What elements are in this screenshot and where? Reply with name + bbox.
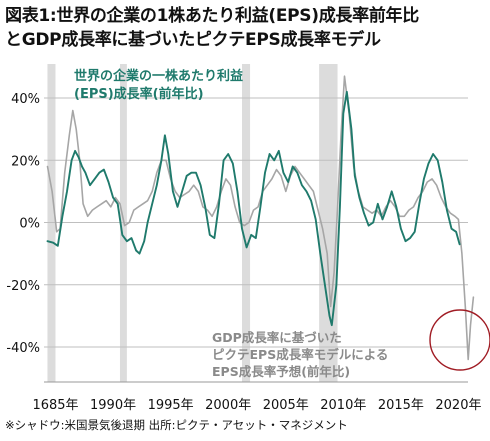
x-tick-label: 2005年 xyxy=(263,398,309,413)
y-tick-label: -20% xyxy=(6,279,40,294)
x-tick-label: 2015年 xyxy=(378,398,424,413)
model-series-label-line2: ピクテEPS成長率モデルによる xyxy=(212,347,388,362)
eps-series-label-line1: 世界の企業の一株あたり利益 xyxy=(74,68,243,84)
chart-title-line1: 図表1:世界の企業の1株あたり利益(EPS)成長率前年比 xyxy=(5,6,419,26)
eps-series-line xyxy=(46,90,461,327)
series-group xyxy=(46,75,475,361)
model-series-label-line1: GDP成長率に基づいた xyxy=(212,330,342,345)
y-tick-label: 40% xyxy=(11,92,40,107)
x-tick-label: 1995年 xyxy=(148,398,194,413)
x-tick-label: 1990年 xyxy=(90,398,136,413)
eps-series-label-line2: (EPS)成長率(前年比) xyxy=(74,86,204,102)
model-series-label-line3: EPS成長率予想(前年比) xyxy=(212,364,350,379)
x-tick-label: 2020年 xyxy=(435,398,481,413)
model-series-line xyxy=(46,75,475,361)
chart-title-line2: とGDP成長率に基づいたピクテEPS成長率モデル xyxy=(5,30,381,50)
chart-title: 図表1:世界の企業の1株あたり利益(EPS)成長率前年比 とGDP成長率に基づい… xyxy=(5,4,489,52)
y-tick-label: 0% xyxy=(19,217,40,232)
y-axis-ticks: 40% 20% 0% -20% -40% xyxy=(6,92,40,356)
source-note: ※シャドウ:米国景気後退期 出所:ピクテ・アセット・マネジメント xyxy=(5,418,348,432)
y-tick-label: -40% xyxy=(6,341,40,356)
gridlines-group xyxy=(44,97,468,348)
x-tick-label: 2010年 xyxy=(320,398,366,413)
x-tick-label: 2000年 xyxy=(205,398,251,413)
x-tick-label: 1685年 xyxy=(32,398,78,413)
forecast-highlight-circle xyxy=(429,309,490,371)
x-axis-ticks: 1685年 1990年 1995年 2000年 2005年 2010年 2015年 2020年 xyxy=(32,381,481,413)
y-tick-label: 20% xyxy=(11,154,40,169)
